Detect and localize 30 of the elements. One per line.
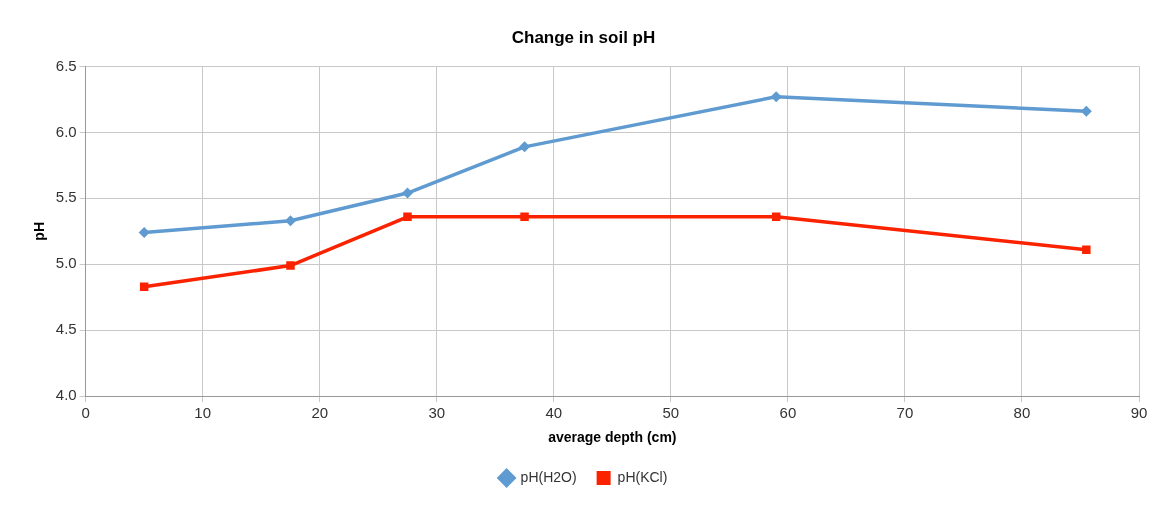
y-tick-label: 5.5 (55, 188, 77, 206)
y-tick-label: 4.5 (55, 320, 77, 338)
y-tick-label: 4.0 (55, 386, 77, 404)
point (139, 282, 149, 291)
point (286, 261, 295, 270)
point (403, 212, 412, 222)
legend-label: pH(KCl) (617, 468, 668, 485)
x-tick-label: 40 (545, 404, 563, 422)
point (519, 141, 531, 153)
x-tick-label: 0 (81, 404, 90, 422)
x-tick-label: 90 (1130, 404, 1148, 422)
point (138, 227, 150, 239)
chart-title: Change in soil pH (511, 27, 656, 47)
x-tick-label: 30 (428, 404, 446, 422)
x-axis-title: average depth (cm) (548, 429, 677, 446)
y-tick-label: 5.0 (55, 254, 77, 272)
point (520, 212, 529, 222)
point (770, 91, 782, 103)
x-tick-label: 60 (779, 404, 797, 422)
x-tick-label: 50 (662, 404, 680, 422)
x-tick-label: 70 (896, 404, 914, 422)
point (1082, 245, 1091, 255)
y-tick-label: 6.0 (55, 122, 77, 140)
y-tick-label: 6.5 (55, 56, 77, 74)
x-tick-label: 20 (311, 404, 329, 422)
x-tick-label: 10 (194, 404, 212, 422)
legend-label: pH(H2O) (520, 468, 577, 485)
x-tick-label: 80 (1013, 404, 1031, 422)
point (402, 187, 414, 199)
y-axis-title: pH (31, 221, 48, 241)
